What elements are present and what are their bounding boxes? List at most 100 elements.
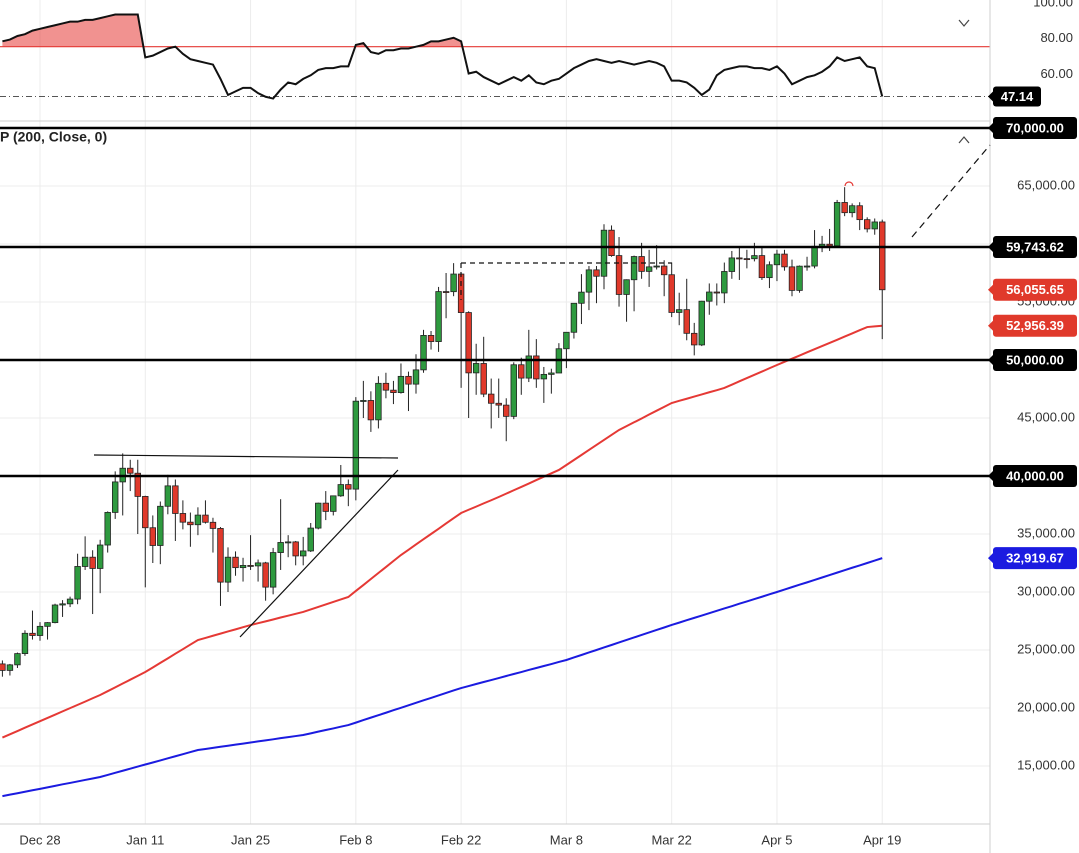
candle-body: [645, 266, 653, 272]
candle-body: [548, 372, 555, 375]
candle-body: [420, 335, 427, 371]
candle-body: [495, 402, 502, 406]
candle-body: [232, 556, 239, 569]
candle-body: [51, 604, 59, 624]
candle-body: [487, 393, 495, 404]
indicator-legend: P (200, Close, 0): [0, 129, 107, 145]
candle-body: [299, 550, 307, 557]
x-tick-label: Mar 22: [651, 832, 691, 847]
indicator-band-fill: [2, 14, 463, 47]
candle-body: [781, 253, 788, 268]
candle-body: [788, 266, 796, 291]
candle-body: [518, 364, 525, 379]
candle-body: [6, 664, 14, 671]
candle-body: [736, 257, 743, 260]
marker: [844, 181, 854, 187]
candle-body: [871, 221, 878, 230]
moving-average-line: [2, 324, 883, 739]
candle-body: [668, 274, 675, 313]
candle-body: [194, 514, 202, 526]
candle-body: [510, 364, 517, 417]
y-tick-label: 35,000.00: [1017, 525, 1075, 540]
candle-body: [127, 467, 134, 474]
candle-body: [728, 257, 736, 272]
candle-body: [773, 253, 781, 266]
candle-body: [187, 521, 194, 526]
candle-body: [856, 205, 863, 221]
price-label-text: 56,055.65: [1006, 282, 1064, 297]
x-tick-label: Dec 28: [19, 832, 60, 847]
candle-body: [427, 335, 435, 342]
candle-body: [683, 309, 690, 334]
candle-body: [157, 505, 164, 546]
candle-body: [322, 502, 329, 512]
candle-body: [247, 565, 254, 567]
candle-body: [864, 219, 871, 230]
candle-body: [826, 243, 833, 247]
indicator-label-text: 47.14: [1001, 89, 1034, 104]
candle-body: [578, 291, 585, 304]
candle-body: [698, 300, 705, 346]
candle-body: [811, 245, 818, 267]
price-pane: [0, 187, 886, 798]
price-label-text: 40,000.00: [1006, 468, 1064, 483]
candle-body: [803, 265, 811, 268]
candle-body: [638, 256, 645, 272]
candle-body: [743, 258, 751, 261]
candle-body: [465, 312, 472, 374]
candle-body: [653, 265, 660, 268]
candle-body: [525, 355, 532, 379]
candle-body: [149, 527, 156, 546]
indicator-tick-label: 80.00: [1040, 30, 1073, 45]
candle-body: [202, 514, 209, 523]
candle-body: [879, 221, 886, 291]
x-tick-label: Jan 25: [231, 832, 270, 847]
candle-body: [397, 375, 405, 393]
x-tick-label: Apr 19: [863, 832, 901, 847]
candle-body: [585, 269, 593, 293]
candle-body: [630, 256, 638, 281]
y-tick-label: 25,000.00: [1017, 641, 1075, 656]
price-label-text: 50,000.00: [1006, 352, 1064, 367]
candle-body: [89, 556, 96, 569]
expand-icon[interactable]: [958, 136, 970, 144]
axis-layer: Dec 28 Jan 11 Jan 25 Feb 8 Feb 22 Mar 8 Mar 22…: [19, 0, 1077, 847]
candle-body: [593, 269, 600, 277]
candle-body: [96, 544, 104, 569]
candle-body: [104, 512, 111, 546]
candle-body: [766, 264, 773, 279]
candle-body: [217, 528, 224, 583]
candle-body: [352, 400, 360, 490]
candle-body: [21, 632, 29, 654]
candle-body: [29, 632, 36, 636]
candle-body: [262, 562, 269, 588]
candle-body: [179, 513, 187, 523]
price-label-box: [993, 349, 1077, 371]
candle-body: [848, 205, 856, 214]
candle-body: [239, 565, 247, 569]
moving-average-line: [2, 557, 883, 798]
indicator-pane: [0, 13, 990, 100]
candle-body: [81, 556, 89, 567]
candle-body: [758, 255, 766, 279]
x-tick-label: Feb 8: [339, 832, 372, 847]
candle-body: [209, 521, 217, 529]
candle-body: [563, 331, 570, 350]
candle-body: [254, 562, 262, 567]
candle-body: [796, 265, 803, 291]
candle-body: [751, 255, 758, 260]
collapse-icon[interactable]: [958, 19, 970, 27]
candle-body: [435, 291, 442, 342]
y-tick-label: 15,000.00: [1017, 757, 1075, 772]
candle-body: [284, 541, 292, 544]
price-label-text: 70,000.00: [1006, 120, 1064, 135]
candle-body: [307, 527, 314, 552]
candle-body: [0, 663, 6, 671]
candle-body: [412, 369, 420, 385]
price-label-text: 59,743.62: [1006, 239, 1064, 254]
price-label-box: [993, 547, 1077, 570]
price-label-box: [993, 465, 1077, 487]
candle-body: [367, 400, 375, 421]
candle-body: [224, 556, 232, 583]
